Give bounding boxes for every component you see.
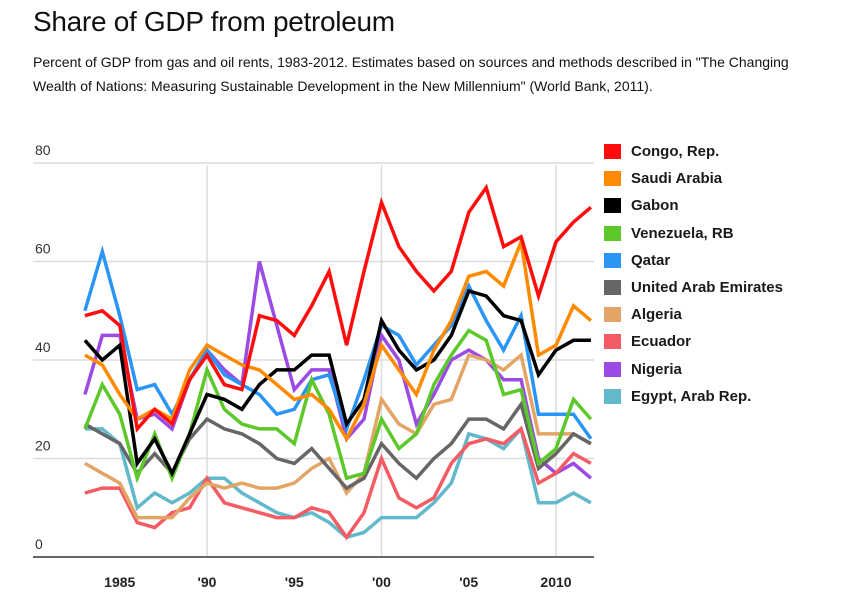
series-line-egypt-arab-rep[interactable] — [84, 425, 592, 540]
x-tick-label: '95 — [285, 574, 304, 590]
chart-title: Share of GDP from petroleum — [33, 6, 395, 37]
y-tick-label: 0 — [35, 536, 43, 552]
legend-label: United Arab Emirates — [631, 279, 783, 297]
x-tick-label: 1985 — [104, 574, 135, 590]
legend-label: Qatar — [631, 251, 671, 269]
series-line-gabon[interactable] — [83, 288, 591, 478]
x-tick-label: 2010 — [540, 574, 571, 590]
legend-item[interactable]: Ecuador — [604, 328, 783, 355]
series-line-ecuador[interactable] — [84, 425, 592, 541]
legend-label: Egypt, Arab Rep. — [631, 387, 752, 405]
x-axis-ticks: 1985 '90 '95 '00 '05 2010 — [104, 574, 572, 590]
x-tick-label: '90 — [198, 574, 217, 590]
legend-label: Ecuador — [631, 333, 692, 351]
legend-label: Congo, Rep. — [631, 143, 720, 161]
legend-swatch — [604, 334, 621, 350]
x-tick-label: '00 — [372, 574, 391, 590]
legend-item[interactable]: Venezuela, RB — [604, 220, 783, 247]
gridlines — [33, 162, 594, 557]
legend-item[interactable]: Saudi Arabia — [604, 165, 783, 192]
legend-item[interactable]: Gabon — [604, 192, 783, 219]
x-tick-label: '05 — [459, 574, 478, 590]
legend-item[interactable]: Congo, Rep. — [604, 138, 783, 165]
legend-swatch — [604, 252, 621, 268]
legend-item[interactable]: Qatar — [604, 247, 783, 274]
series-lines — [83, 183, 593, 541]
legend-item[interactable]: Algeria — [604, 301, 783, 328]
chart-subtitle: Percent of GDP from gas and oil rents, 1… — [33, 54, 789, 94]
legend-swatch — [604, 361, 621, 377]
legend-swatch — [604, 171, 621, 187]
legend-swatch — [604, 307, 621, 323]
y-tick-label: 80 — [35, 142, 51, 158]
y-tick-label: 60 — [35, 241, 51, 257]
legend-label: Saudi Arabia — [631, 170, 723, 188]
legend-swatch — [604, 280, 621, 296]
legend: Congo, Rep. Saudi Arabia Gabon Venezuela… — [604, 138, 783, 410]
legend-item[interactable]: Egypt, Arab Rep. — [604, 383, 783, 410]
series-line-qatar[interactable] — [83, 245, 593, 440]
series-line-congo-rep[interactable] — [84, 183, 593, 433]
legend-label: Gabon — [631, 197, 679, 215]
legend-item[interactable]: United Arab Emirates — [604, 274, 783, 301]
legend-swatch — [604, 144, 621, 160]
y-tick-label: 40 — [35, 339, 51, 355]
y-tick-label: 20 — [35, 438, 51, 454]
legend-label: Nigeria — [631, 360, 682, 378]
legend-swatch — [604, 225, 621, 241]
legend-label: Venezuela, RB — [631, 224, 734, 242]
legend-item[interactable]: Nigeria — [604, 356, 783, 383]
legend-swatch — [604, 198, 621, 214]
series-line-saudi-arabia[interactable] — [84, 235, 593, 443]
y-axis-ticks: 0 20 40 60 80 — [35, 142, 51, 552]
legend-swatch — [604, 388, 621, 404]
legend-label: Algeria — [631, 306, 682, 324]
